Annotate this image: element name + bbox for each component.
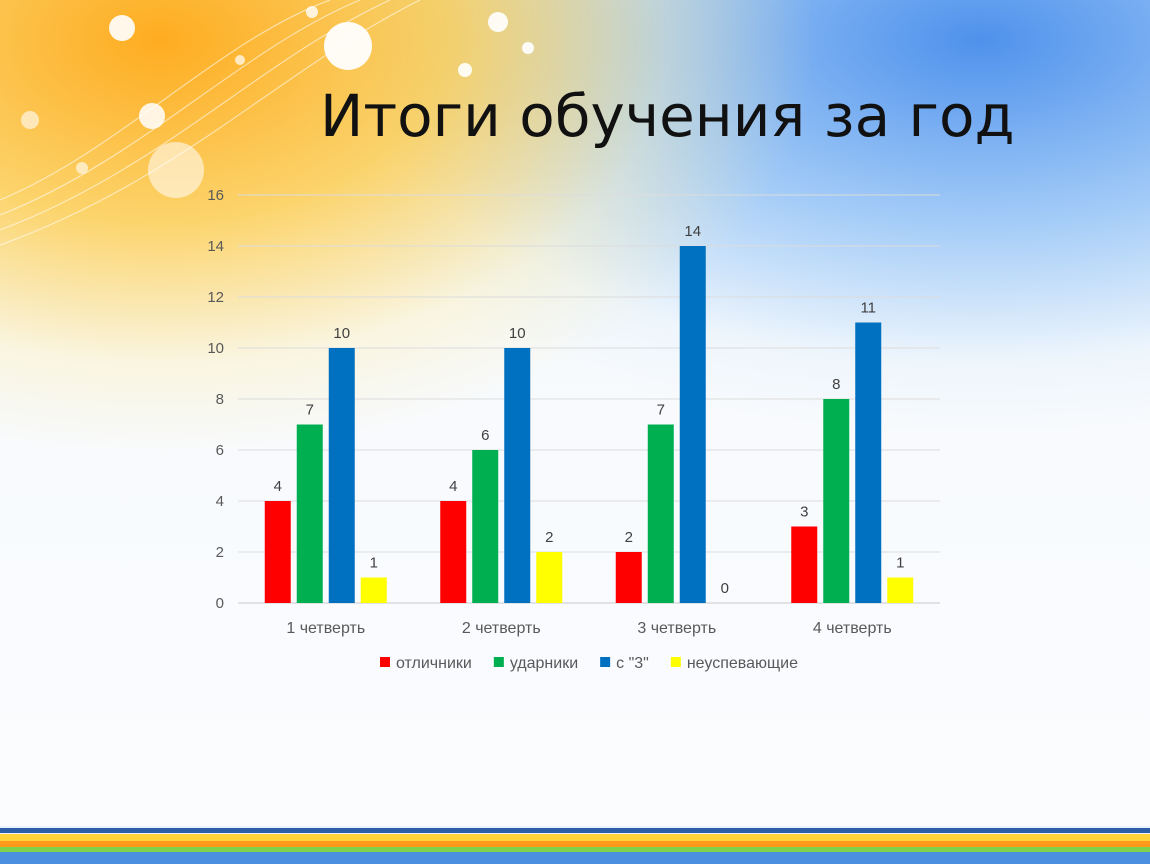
chart-legend: отличники ударники с "3" неуспевающие bbox=[379, 655, 798, 672]
x-axis-ticks: 1 четверть 2 четверть 3 четверть 4 четверть bbox=[286, 620, 891, 637]
data-label: 7 bbox=[306, 402, 314, 419]
legend-item: отличники bbox=[379, 655, 472, 672]
legend-swatch bbox=[493, 657, 504, 667]
legend-item: неуспевающие bbox=[670, 655, 798, 672]
data-label: 6 bbox=[481, 427, 489, 444]
swirl-lines bbox=[0, 0, 421, 246]
bar bbox=[536, 552, 563, 603]
legend-label: ударники bbox=[510, 655, 578, 672]
bokeh-circle bbox=[139, 103, 165, 129]
bar bbox=[823, 399, 850, 603]
data-label: 1 bbox=[370, 555, 378, 572]
bokeh-circle bbox=[148, 142, 204, 198]
data-label: 8 bbox=[832, 376, 840, 393]
data-label: 7 bbox=[657, 402, 665, 419]
data-label: 10 bbox=[509, 325, 526, 342]
data-label: 0 bbox=[721, 580, 729, 597]
bar bbox=[855, 322, 882, 603]
legend-item: ударники bbox=[493, 655, 578, 672]
bar bbox=[472, 450, 499, 603]
legend-swatch bbox=[670, 657, 681, 667]
legend-label: отличники bbox=[396, 655, 472, 672]
legend-label: неуспевающие bbox=[687, 655, 798, 672]
bokeh-circle bbox=[458, 63, 472, 77]
bar bbox=[791, 526, 818, 603]
chart-grid bbox=[238, 194, 940, 604]
y-tick-label: 6 bbox=[216, 442, 224, 459]
legend-label: с "3" bbox=[616, 655, 649, 672]
y-tick-label: 16 bbox=[207, 187, 224, 204]
bokeh-circle bbox=[522, 42, 534, 54]
data-label: 14 bbox=[684, 223, 701, 240]
bar bbox=[504, 348, 531, 603]
bokeh-circle bbox=[488, 12, 508, 32]
bar bbox=[679, 246, 706, 603]
bar bbox=[360, 577, 387, 603]
x-tick-label: 2 четверть bbox=[462, 620, 541, 637]
bar bbox=[296, 424, 323, 603]
y-tick-label: 12 bbox=[207, 289, 224, 306]
bar bbox=[887, 577, 914, 603]
y-tick-label: 4 bbox=[216, 493, 224, 510]
data-label: 4 bbox=[274, 478, 282, 495]
x-tick-label: 1 четверть bbox=[286, 620, 365, 637]
bokeh-circle bbox=[109, 15, 135, 41]
legend-item: с "3" bbox=[600, 655, 649, 672]
bar bbox=[328, 348, 355, 603]
chart-bars bbox=[264, 246, 914, 603]
data-label: 3 bbox=[800, 504, 808, 521]
bar bbox=[440, 501, 467, 603]
bar bbox=[264, 501, 291, 603]
data-label: 2 bbox=[545, 529, 553, 546]
data-label: 2 bbox=[625, 529, 633, 546]
data-label: 11 bbox=[860, 300, 876, 317]
bottom-decor-band bbox=[0, 826, 1150, 864]
y-tick-label: 2 bbox=[216, 544, 224, 561]
y-tick-label: 0 bbox=[216, 595, 224, 612]
x-tick-label: 4 четверть bbox=[813, 620, 892, 637]
y-tick-label: 8 bbox=[216, 391, 224, 408]
data-label: 1 bbox=[896, 555, 904, 572]
bokeh-circle bbox=[76, 162, 88, 174]
data-label: 10 bbox=[333, 325, 350, 342]
data-label: 4 bbox=[449, 478, 457, 495]
y-tick-label: 14 bbox=[207, 238, 224, 255]
y-tick-label: 10 bbox=[207, 340, 224, 357]
slide-title: Итоги обучения за год bbox=[320, 82, 1015, 150]
bar bbox=[615, 552, 642, 603]
bar bbox=[647, 424, 674, 603]
legend-swatch bbox=[600, 657, 611, 667]
x-tick-label: 3 четверть bbox=[637, 620, 716, 637]
bokeh-circle bbox=[21, 111, 39, 129]
bokeh-circle bbox=[235, 55, 245, 65]
legend-swatch bbox=[379, 657, 390, 667]
y-axis-ticks: 0 2 4 6 8 10 12 14 16 bbox=[207, 187, 224, 612]
